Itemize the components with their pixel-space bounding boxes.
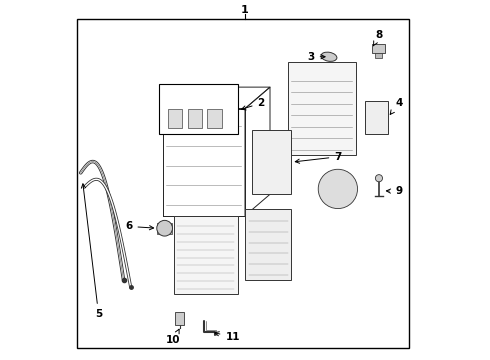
Bar <box>372 44 386 53</box>
Text: 9: 9 <box>387 186 402 197</box>
Text: 2: 2 <box>242 98 265 110</box>
Text: 1: 1 <box>241 5 249 15</box>
Text: 6: 6 <box>125 221 154 231</box>
Bar <box>207 109 222 128</box>
Text: 4: 4 <box>390 98 402 114</box>
Bar <box>175 312 184 325</box>
Bar <box>375 53 382 58</box>
Text: 7: 7 <box>295 152 342 163</box>
Bar <box>188 109 202 128</box>
Bar <box>159 84 238 134</box>
Bar <box>173 216 238 294</box>
Bar <box>245 208 292 280</box>
Text: 5: 5 <box>81 184 102 319</box>
Text: 8: 8 <box>373 30 383 46</box>
Text: 11: 11 <box>215 332 240 342</box>
Circle shape <box>375 175 383 182</box>
Circle shape <box>157 220 172 236</box>
Text: 10: 10 <box>166 329 181 345</box>
Bar <box>168 109 182 128</box>
Bar <box>157 223 172 234</box>
Bar <box>288 62 356 155</box>
Text: 3: 3 <box>307 52 325 62</box>
Ellipse shape <box>321 52 337 61</box>
Bar <box>252 130 292 194</box>
Circle shape <box>318 169 358 208</box>
Bar <box>365 102 388 134</box>
